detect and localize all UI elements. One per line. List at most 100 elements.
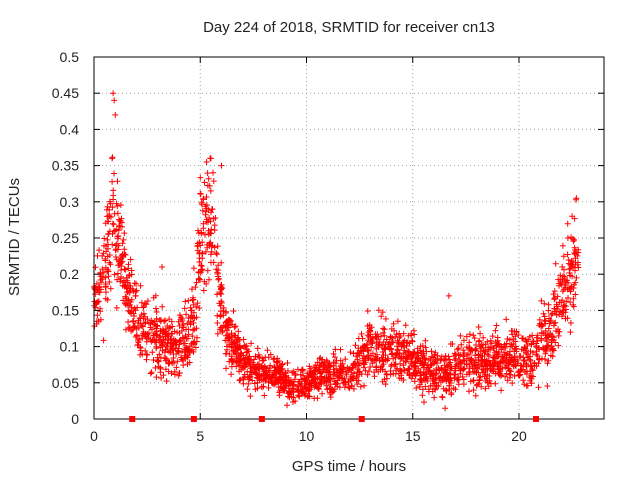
data-point [252,386,259,393]
data-point [162,333,169,340]
data-point [206,276,212,283]
data-point [174,358,181,365]
data-point [523,370,530,377]
data-point [573,274,580,281]
data-point [378,313,385,320]
data-point [115,233,122,239]
data-point [228,356,235,363]
y-tick-label: 0.05 [52,375,79,391]
data-point [129,286,136,292]
data-point [193,325,200,332]
data-point [458,341,465,348]
data-point [506,371,513,378]
data-point [515,368,522,375]
data-point [92,264,99,271]
data-point [368,344,375,351]
data-point [353,353,360,360]
data-point [360,344,367,350]
data-point [410,348,417,355]
data-point [157,334,164,341]
x-axis-label: GPS time / hours [292,458,406,475]
data-point [172,345,179,351]
data-point [189,286,195,293]
data-point [214,330,221,337]
data-point [468,355,475,362]
data-point [523,361,530,368]
data-point [245,380,252,387]
data-point [511,328,518,335]
data-point [495,369,502,376]
data-point [538,321,545,328]
data-point [499,365,506,372]
data-point [463,333,470,340]
data-point [203,194,210,200]
data-point [220,304,227,311]
data-point [482,369,489,375]
data-point [348,369,355,376]
data-point [539,355,545,362]
data-point [112,254,119,260]
data-point [531,360,538,367]
data-point [445,292,452,299]
data-point [172,337,179,344]
data-point [236,344,243,351]
data-point [232,357,239,364]
data-point [559,242,566,249]
data-point [358,371,365,377]
data-point [455,360,462,367]
data-point [411,363,418,370]
data-point [251,380,258,387]
data-point [203,218,210,225]
data-point [137,345,144,351]
data-point [202,248,209,255]
data-point [148,317,155,324]
x-tick-label: 20 [511,428,527,444]
data-point [416,383,423,390]
data-point [207,230,214,236]
data-point [520,335,526,342]
data-point [330,375,337,382]
data-point [218,162,225,169]
data-point [228,371,235,378]
data-point [450,385,457,391]
data-point [238,351,245,358]
data-point [198,266,205,273]
data-point [423,374,430,381]
data-point [226,316,233,323]
data-point [572,247,579,253]
data-point [551,294,558,301]
data-point [427,382,434,389]
data-point [176,370,183,377]
data-point [121,246,128,253]
data-point [167,349,174,356]
data-point [276,389,283,396]
data-point [214,243,221,250]
data-point [181,305,188,312]
data-point [200,225,207,232]
data-point [471,335,478,342]
data-point [295,382,302,389]
data-point [497,358,504,365]
data-point [245,360,252,367]
data-point [571,236,578,243]
y-axis-label: SRMTID / TECUs [6,178,23,296]
data-point [204,170,211,177]
data-point [209,206,215,213]
data-point [312,382,319,389]
data-point [362,357,369,364]
data-point [96,289,103,296]
data-point [321,366,328,373]
data-point [373,345,380,352]
data-point [527,368,534,375]
data-point [492,349,498,356]
data-point [186,359,193,366]
data-point [248,340,255,347]
data-point [410,327,417,334]
data-point [490,354,496,361]
data-point [327,385,334,392]
data-point [200,287,207,294]
data-point [217,290,224,297]
data-point [94,299,101,305]
data-point [229,341,236,347]
data-point [379,378,386,385]
